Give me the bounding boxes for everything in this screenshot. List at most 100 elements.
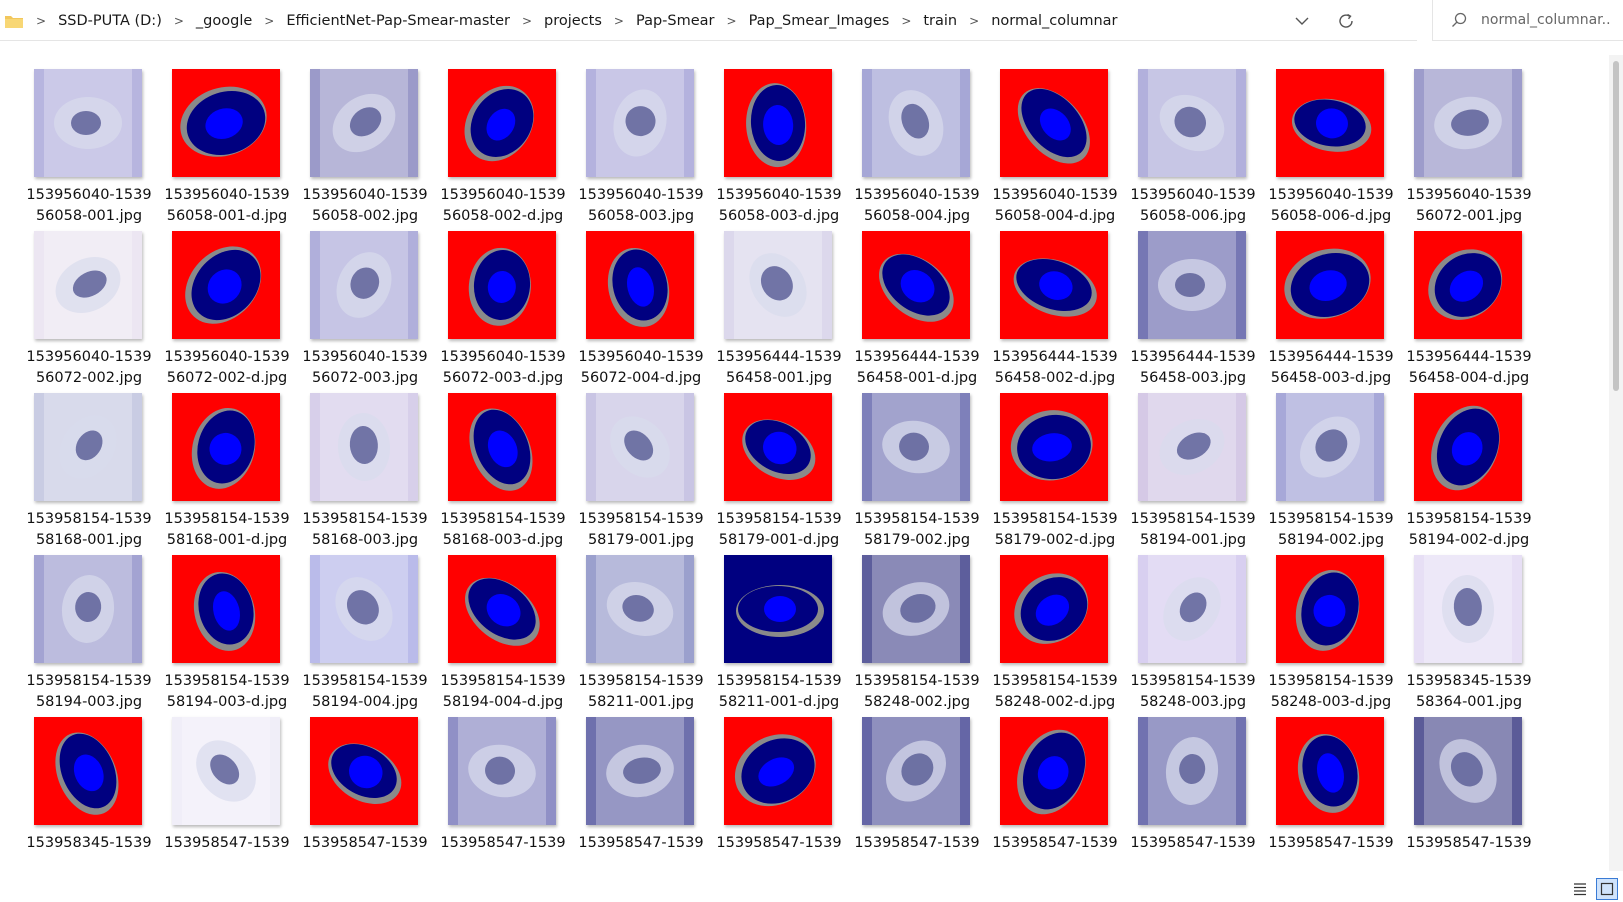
- file-item[interactable]: 153956040-1539 56058-001-d.jpg: [158, 55, 290, 224]
- file-name-line: 58194-002.jpg: [1277, 532, 1385, 548]
- file-item[interactable]: 153956040-1539 56072-004-d.jpg: [572, 215, 704, 386]
- file-item[interactable]: 153956040-1539 56058-006.jpg: [1124, 55, 1256, 224]
- file-name-line: 58179-002-d.jpg: [994, 532, 1116, 548]
- file-item[interactable]: 153958154-1539 58168-003.jpg: [296, 377, 428, 548]
- file-item[interactable]: 153958547-1539: [1262, 701, 1394, 863]
- file-item[interactable]: 153958547-1539: [296, 701, 428, 863]
- breadcrumb-item-efficientnet[interactable]: EfficientNet-Pap-Smear-master: [286, 12, 510, 29]
- mask-thumbnail: [172, 393, 280, 501]
- scrollbar-thumb[interactable]: [1613, 61, 1619, 391]
- file-item[interactable]: 153956040-1539 56058-002.jpg: [296, 55, 428, 224]
- chevron-right-icon: >: [36, 13, 47, 28]
- file-item[interactable]: 153958154-1539 58248-003-d.jpg: [1262, 539, 1394, 710]
- details-view-icon[interactable]: [1569, 878, 1591, 900]
- chevron-right-icon[interactable]: >: [613, 13, 624, 28]
- breadcrumb-item-pap-smear[interactable]: Pap-Smear: [635, 12, 715, 29]
- chevron-right-icon[interactable]: >: [264, 13, 275, 28]
- file-name-line: 153958154-1539: [302, 511, 428, 527]
- search-box[interactable]: [1432, 0, 1623, 41]
- file-item[interactable]: 153958154-1539 58179-001-d.jpg: [710, 377, 842, 548]
- large-icons-view-icon[interactable]: [1596, 878, 1618, 900]
- chevron-right-icon[interactable]: >: [726, 13, 737, 28]
- vertical-scrollbar[interactable]: [1609, 55, 1623, 871]
- file-item[interactable]: 153958154-1539 58211-001.jpg: [572, 539, 704, 710]
- file-item[interactable]: 153956040-1539 56058-003.jpg: [572, 55, 704, 224]
- file-item[interactable]: 153956040-1539 56072-002.jpg: [20, 215, 152, 386]
- file-item[interactable]: 153956444-1539 56458-002-d.jpg: [986, 215, 1118, 386]
- file-item[interactable]: 153956040-1539 56058-001.jpg: [20, 55, 152, 224]
- chevron-right-icon[interactable]: >: [969, 13, 980, 28]
- breadcrumb-item-normal-columnar[interactable]: normal_columnar: [991, 12, 1118, 29]
- address-bar[interactable]: > SSD-PUTA (D:) > _google > EfficientNet…: [0, 0, 1417, 41]
- breadcrumb-item-google[interactable]: _google: [195, 12, 253, 29]
- file-name: 153958547-1539: [1124, 833, 1262, 854]
- file-name-line: 56058-001-d.jpg: [166, 208, 288, 224]
- file-item[interactable]: 153958154-1539 58248-002-d.jpg: [986, 539, 1118, 710]
- file-item[interactable]: 153958547-1539: [710, 701, 842, 863]
- file-item[interactable]: 153958154-1539 58168-001-d.jpg: [158, 377, 290, 548]
- chevron-right-icon[interactable]: >: [901, 13, 912, 28]
- file-name: 153958154-1539 58248-002.jpg: [848, 671, 986, 713]
- file-item[interactable]: 153958547-1539: [848, 701, 980, 863]
- file-item[interactable]: 153958154-1539 58168-001.jpg: [20, 377, 152, 548]
- file-item[interactable]: 153958154-1539 58248-002.jpg: [848, 539, 980, 710]
- refresh-icon[interactable]: [1335, 10, 1357, 32]
- file-item[interactable]: 153958154-1539 58248-003.jpg: [1124, 539, 1256, 710]
- file-item[interactable]: 153958154-1539 58194-002.jpg: [1262, 377, 1394, 548]
- file-item[interactable]: 153956444-1539 56458-004-d.jpg: [1400, 215, 1532, 386]
- breadcrumb-item-projects[interactable]: projects: [544, 12, 602, 29]
- file-item[interactable]: 153958154-1539 58211-001-d.jpg: [710, 539, 842, 710]
- file-item[interactable]: 153956040-1539 56072-002-d.jpg: [158, 215, 290, 386]
- chevron-right-icon[interactable]: >: [173, 13, 184, 28]
- file-item[interactable]: 153956040-1539 56072-001.jpg: [1400, 55, 1532, 224]
- file-item[interactable]: 153958154-1539 58194-003.jpg: [20, 539, 152, 710]
- file-item[interactable]: 153958547-1539: [1124, 701, 1256, 863]
- mask-thumbnail: [448, 555, 556, 663]
- mask-thumbnail: [448, 69, 556, 177]
- file-item[interactable]: 153958547-1539: [434, 701, 566, 863]
- file-item[interactable]: 153956040-1539 56058-004-d.jpg: [986, 55, 1118, 224]
- search-input[interactable]: [1481, 12, 1611, 28]
- file-item[interactable]: 153958547-1539: [572, 701, 704, 863]
- file-name: 153958154-1539 58168-003.jpg: [296, 509, 434, 551]
- file-item[interactable]: 153956040-1539 56072-003-d.jpg: [434, 215, 566, 386]
- file-item[interactable]: 153958154-1539 58179-002.jpg: [848, 377, 980, 548]
- file-name-line: 153956444-1539: [854, 349, 980, 365]
- file-name-line: 153958154-1539: [716, 673, 842, 689]
- file-item[interactable]: 153958345-1539 58364-001.jpg: [1400, 539, 1532, 710]
- file-item[interactable]: 153958154-1539 58179-002-d.jpg: [986, 377, 1118, 548]
- file-name-line: 153956040-1539: [440, 349, 566, 365]
- file-item[interactable]: 153958547-1539: [158, 701, 290, 863]
- file-item[interactable]: 153956040-1539 56058-003-d.jpg: [710, 55, 842, 224]
- breadcrumb-item-drive[interactable]: SSD-PUTA (D:): [58, 12, 162, 29]
- file-item[interactable]: 153958345-1539: [20, 701, 152, 863]
- chevron-down-icon[interactable]: [1291, 10, 1313, 32]
- cell-thumbnail: [34, 393, 142, 501]
- file-item[interactable]: 153958547-1539: [986, 701, 1118, 863]
- chevron-right-icon[interactable]: >: [521, 13, 533, 28]
- file-grid[interactable]: 153956040-1539 56058-001.jpg 153956040-153…: [0, 55, 1605, 871]
- file-item[interactable]: 153956040-1539 56072-003.jpg: [296, 215, 428, 386]
- search-icon: [1451, 12, 1467, 28]
- file-item[interactable]: 153956444-1539 56458-003.jpg: [1124, 215, 1256, 386]
- file-item[interactable]: 153958154-1539 58194-003-d.jpg: [158, 539, 290, 710]
- mask-thumbnail: [586, 231, 694, 339]
- breadcrumb-item-pap-smear-images[interactable]: Pap_Smear_Images: [748, 12, 890, 29]
- file-item[interactable]: 153958154-1539 58179-001.jpg: [572, 377, 704, 548]
- file-name-line: 58364-001.jpg: [1415, 694, 1523, 710]
- file-item[interactable]: 153958154-1539 58194-004-d.jpg: [434, 539, 566, 710]
- file-item[interactable]: 153956444-1539 56458-001.jpg: [710, 215, 842, 386]
- file-name-line: 153958154-1539: [26, 673, 152, 689]
- file-item[interactable]: 153956040-1539 56058-004.jpg: [848, 55, 980, 224]
- file-name: 153956444-1539 56458-004-d.jpg: [1400, 347, 1538, 389]
- file-item[interactable]: 153958547-1539: [1400, 701, 1532, 863]
- breadcrumb-item-train[interactable]: train: [923, 12, 958, 29]
- file-item[interactable]: 153956444-1539 56458-003-d.jpg: [1262, 215, 1394, 386]
- file-item[interactable]: 153958154-1539 58194-001.jpg: [1124, 377, 1256, 548]
- file-item[interactable]: 153956444-1539 56458-001-d.jpg: [848, 215, 980, 386]
- file-item[interactable]: 153958154-1539 58168-003-d.jpg: [434, 377, 566, 548]
- file-item[interactable]: 153956040-1539 56058-006-d.jpg: [1262, 55, 1394, 224]
- file-item[interactable]: 153956040-1539 56058-002-d.jpg: [434, 55, 566, 224]
- file-item[interactable]: 153958154-1539 58194-002-d.jpg: [1400, 377, 1532, 548]
- file-item[interactable]: 153958154-1539 58194-004.jpg: [296, 539, 428, 710]
